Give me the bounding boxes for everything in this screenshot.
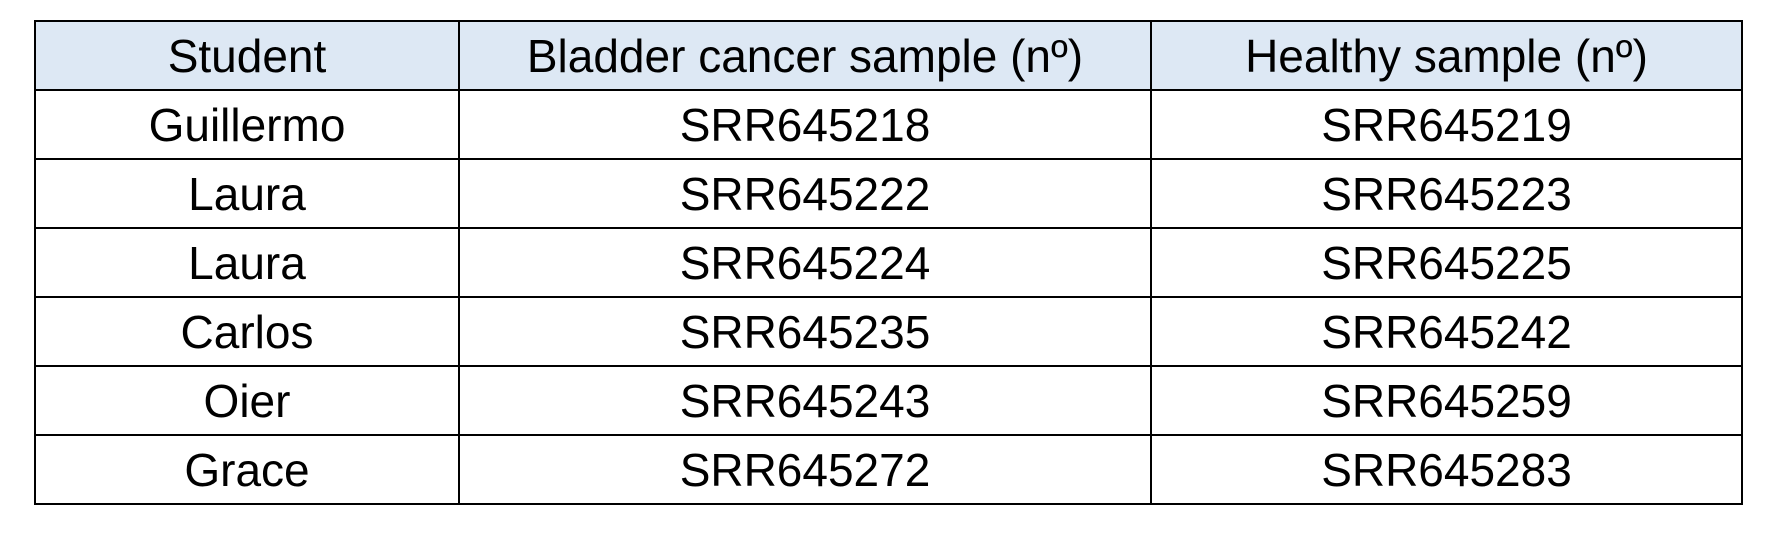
table-row: Laura SRR645224 SRR645225: [34, 227, 1743, 298]
cell-healthy-sample: SRR645219: [1150, 89, 1743, 160]
table-row: Carlos SRR645235 SRR645242: [34, 296, 1743, 367]
header-row: Student Bladder cancer sample (nº) Healt…: [34, 20, 1743, 91]
cell-healthy-sample: SRR645223: [1150, 158, 1743, 229]
cell-healthy-sample: SRR645242: [1150, 296, 1743, 367]
cell-student: Oier: [34, 365, 460, 436]
table-row: Guillermo SRR645218 SRR645219: [34, 89, 1743, 160]
cell-healthy-sample: SRR645225: [1150, 227, 1743, 298]
table-row: Laura SRR645222 SRR645223: [34, 158, 1743, 229]
cell-bladder-cancer-sample: SRR645222: [458, 158, 1152, 229]
samples-table: Student Bladder cancer sample (nº) Healt…: [34, 20, 1743, 505]
cell-student: Grace: [34, 434, 460, 505]
cell-student: Laura: [34, 158, 460, 229]
header-healthy-sample: Healthy sample (nº): [1150, 20, 1743, 91]
table-header: Student Bladder cancer sample (nº) Healt…: [34, 20, 1743, 91]
header-bladder-cancer-sample: Bladder cancer sample (nº): [458, 20, 1152, 91]
cell-healthy-sample: SRR645283: [1150, 434, 1743, 505]
cell-bladder-cancer-sample: SRR645224: [458, 227, 1152, 298]
table-body: Guillermo SRR645218 SRR645219 Laura SRR6…: [34, 89, 1743, 505]
cell-student: Carlos: [34, 296, 460, 367]
cell-student: Laura: [34, 227, 460, 298]
cell-healthy-sample: SRR645259: [1150, 365, 1743, 436]
cell-student: Guillermo: [34, 89, 460, 160]
table-row: Oier SRR645243 SRR645259: [34, 365, 1743, 436]
table-row: Grace SRR645272 SRR645283: [34, 434, 1743, 505]
cell-bladder-cancer-sample: SRR645272: [458, 434, 1152, 505]
cell-bladder-cancer-sample: SRR645218: [458, 89, 1152, 160]
cell-bladder-cancer-sample: SRR645235: [458, 296, 1152, 367]
header-student: Student: [34, 20, 460, 91]
cell-bladder-cancer-sample: SRR645243: [458, 365, 1152, 436]
